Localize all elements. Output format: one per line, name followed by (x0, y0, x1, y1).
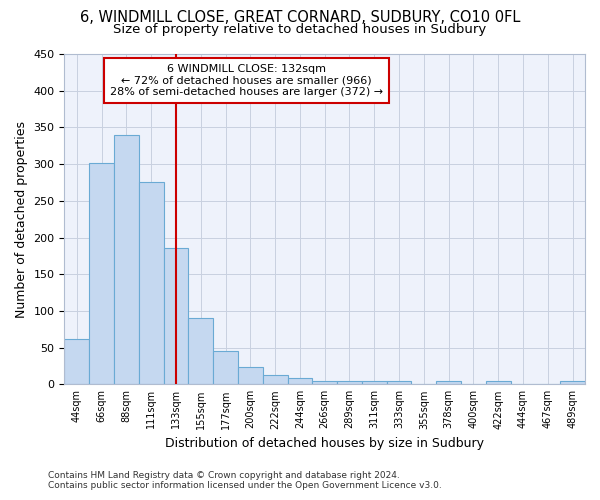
Text: 6, WINDMILL CLOSE, GREAT CORNARD, SUDBURY, CO10 0FL: 6, WINDMILL CLOSE, GREAT CORNARD, SUDBUR… (80, 10, 520, 25)
Bar (64, 339, 89, 384)
Bar (386, 382, 412, 384)
Text: Contains HM Land Registry data © Crown copyright and database right 2024.
Contai: Contains HM Land Registry data © Crown c… (48, 470, 442, 490)
X-axis label: Distribution of detached houses by size in Sudbury: Distribution of detached houses by size … (165, 437, 484, 450)
Bar (287, 378, 313, 384)
Bar (337, 380, 362, 384)
Y-axis label: Number of detached properties: Number of detached properties (15, 120, 28, 318)
Bar (263, 375, 287, 384)
Text: 6 WINDMILL CLOSE: 132sqm
← 72% of detached houses are smaller (966)
28% of semi-: 6 WINDMILL CLOSE: 132sqm ← 72% of detach… (110, 64, 383, 97)
Bar (362, 382, 386, 384)
Bar (139, 182, 164, 384)
Bar (560, 382, 585, 384)
Bar (164, 248, 188, 384)
Bar (188, 318, 213, 384)
Bar (213, 350, 238, 384)
Bar (114, 134, 139, 384)
Text: Size of property relative to detached houses in Sudbury: Size of property relative to detached ho… (113, 22, 487, 36)
Bar (313, 380, 337, 384)
Bar (89, 164, 114, 384)
Bar (436, 382, 461, 384)
Bar (486, 382, 511, 384)
Bar (238, 368, 263, 384)
